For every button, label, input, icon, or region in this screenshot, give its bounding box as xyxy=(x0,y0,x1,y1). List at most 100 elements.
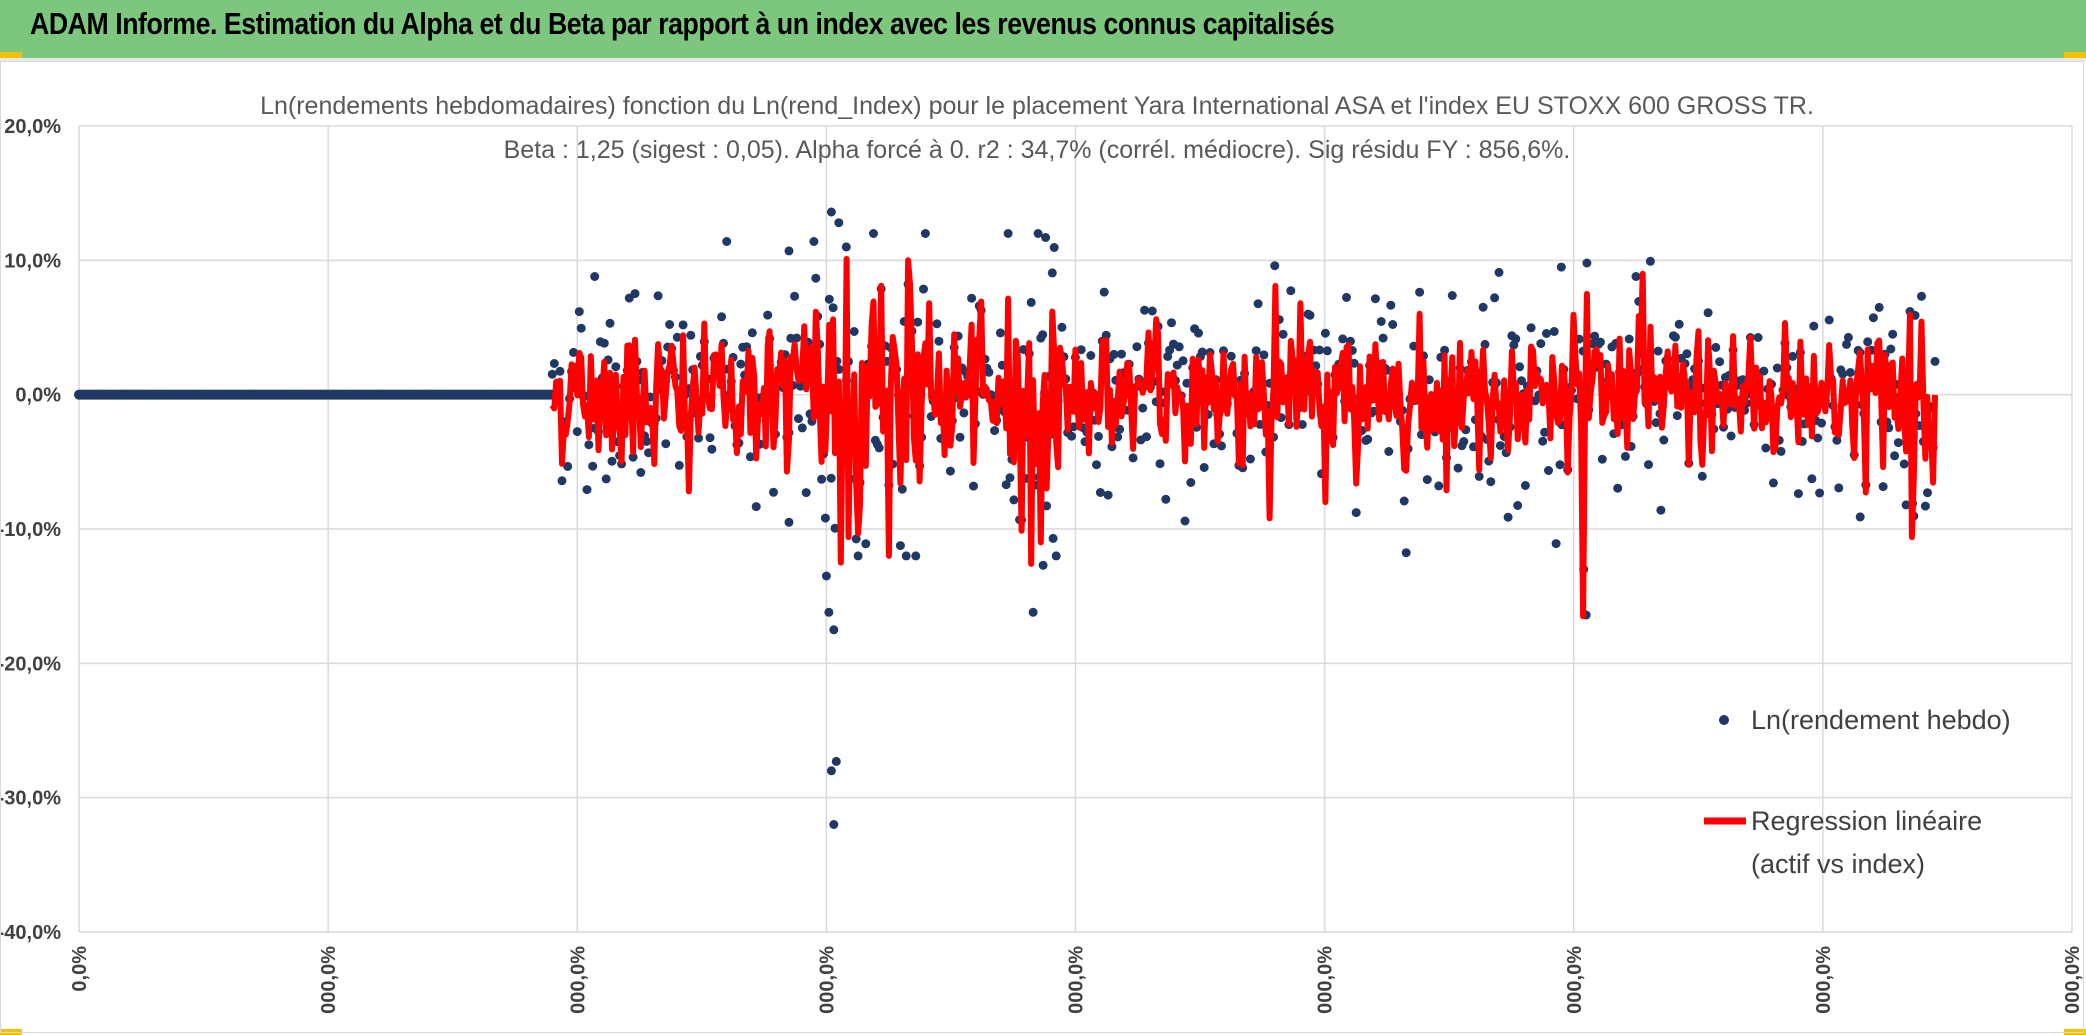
data-point xyxy=(1047,268,1057,278)
data-point xyxy=(1842,339,1851,349)
data-point xyxy=(1582,258,1592,268)
legend-marker-scatter xyxy=(1719,715,1729,725)
data-point xyxy=(1286,286,1296,296)
data-point xyxy=(911,551,921,561)
data-point xyxy=(1453,463,1463,473)
data-point xyxy=(849,327,859,336)
data-point xyxy=(630,289,640,299)
data-point xyxy=(1155,459,1165,469)
data-point xyxy=(763,310,773,320)
data-point xyxy=(967,293,977,303)
data-point xyxy=(1845,368,1855,377)
data-point xyxy=(1051,551,1061,561)
data-point xyxy=(1049,243,1059,252)
data-point xyxy=(555,366,565,376)
corner-accent-right xyxy=(2064,52,2086,58)
data-point xyxy=(829,625,839,635)
data-point xyxy=(1259,350,1269,360)
data-point xyxy=(1597,454,1607,464)
data-point xyxy=(792,333,802,343)
data-point xyxy=(990,426,1000,436)
data-point xyxy=(1167,318,1176,328)
data-point xyxy=(795,381,805,391)
data-point xyxy=(1888,329,1898,339)
data-point xyxy=(913,317,923,327)
data-point xyxy=(1590,331,1600,341)
data-point xyxy=(1834,483,1844,493)
data-point xyxy=(1226,351,1236,361)
data-point xyxy=(1094,431,1103,441)
data-point xyxy=(1886,344,1896,354)
data-point xyxy=(1305,310,1315,320)
data-point xyxy=(672,332,682,342)
data-point xyxy=(1422,475,1432,485)
y-tick-label: 20,0% xyxy=(4,116,61,138)
x-tick-label: 000,0% xyxy=(2062,946,2084,1014)
data-point xyxy=(1026,297,1036,307)
data-point xyxy=(1520,481,1530,490)
legend-label-regression-2: (actif vs index) xyxy=(1751,849,1925,879)
data-point xyxy=(1434,481,1444,491)
data-point xyxy=(1028,607,1038,617)
data-point xyxy=(1697,471,1707,481)
y-axis-ticks: 20,0% 10,0% 0,0% -10,0% -20,0% -30,0% -40,0% xyxy=(1,116,61,944)
data-point xyxy=(828,303,838,313)
data-point xyxy=(869,229,878,238)
data-point xyxy=(984,367,994,377)
data-point xyxy=(1057,322,1067,332)
data-point xyxy=(1807,474,1817,484)
data-point xyxy=(1768,478,1778,488)
data-point xyxy=(747,328,757,338)
data-point xyxy=(1703,308,1713,318)
data-point xyxy=(1099,287,1109,297)
data-point xyxy=(1682,349,1692,359)
data-point xyxy=(1917,291,1926,301)
data-point xyxy=(1132,342,1142,352)
data-point xyxy=(1180,516,1190,526)
data-point xyxy=(1378,333,1388,343)
y-tick-label: -30,0% xyxy=(1,788,61,810)
chart-title: Ln(rendements hebdomadaires) fonction du… xyxy=(260,92,1814,120)
data-point xyxy=(1815,488,1825,498)
data-point xyxy=(1278,329,1288,339)
data-point xyxy=(1384,447,1394,456)
data-point xyxy=(722,237,732,246)
data-point xyxy=(851,534,861,544)
data-point xyxy=(717,312,727,322)
data-point xyxy=(611,362,621,372)
data-point xyxy=(1761,443,1771,453)
data-point xyxy=(1147,306,1157,316)
data-point xyxy=(932,319,942,329)
data-point xyxy=(853,551,863,561)
data-point xyxy=(817,474,827,484)
data-point xyxy=(1041,233,1051,242)
x-tick-label: 000,0% xyxy=(567,946,589,1014)
data-point xyxy=(1645,256,1655,266)
data-point xyxy=(1526,323,1536,333)
data-point xyxy=(1670,332,1680,342)
data-point xyxy=(820,513,830,523)
data-point xyxy=(1388,320,1398,329)
data-point xyxy=(665,320,675,329)
data-point xyxy=(1101,330,1111,340)
data-point xyxy=(1556,262,1566,272)
data-point xyxy=(1338,334,1348,344)
data-point xyxy=(1653,346,1663,356)
data-point xyxy=(1351,508,1361,518)
data-point xyxy=(1478,302,1488,312)
data-point xyxy=(1447,291,1457,300)
data-point xyxy=(1659,435,1669,445)
data-point xyxy=(1899,459,1909,469)
data-point xyxy=(1624,334,1634,344)
data-point xyxy=(751,502,761,512)
data-point xyxy=(1542,329,1551,338)
data-point xyxy=(1033,229,1043,238)
data-point xyxy=(1644,460,1653,470)
data-point xyxy=(1495,441,1505,451)
banner-title: ADAM Informe. Estimation du Alpha et du … xyxy=(30,6,1335,41)
y-tick-label: -40,0% xyxy=(1,922,61,944)
data-point xyxy=(1893,438,1903,448)
data-point xyxy=(745,452,755,462)
data-point xyxy=(1920,501,1930,511)
banner: ADAM Informe. Estimation du Alpha et du … xyxy=(0,0,2086,61)
